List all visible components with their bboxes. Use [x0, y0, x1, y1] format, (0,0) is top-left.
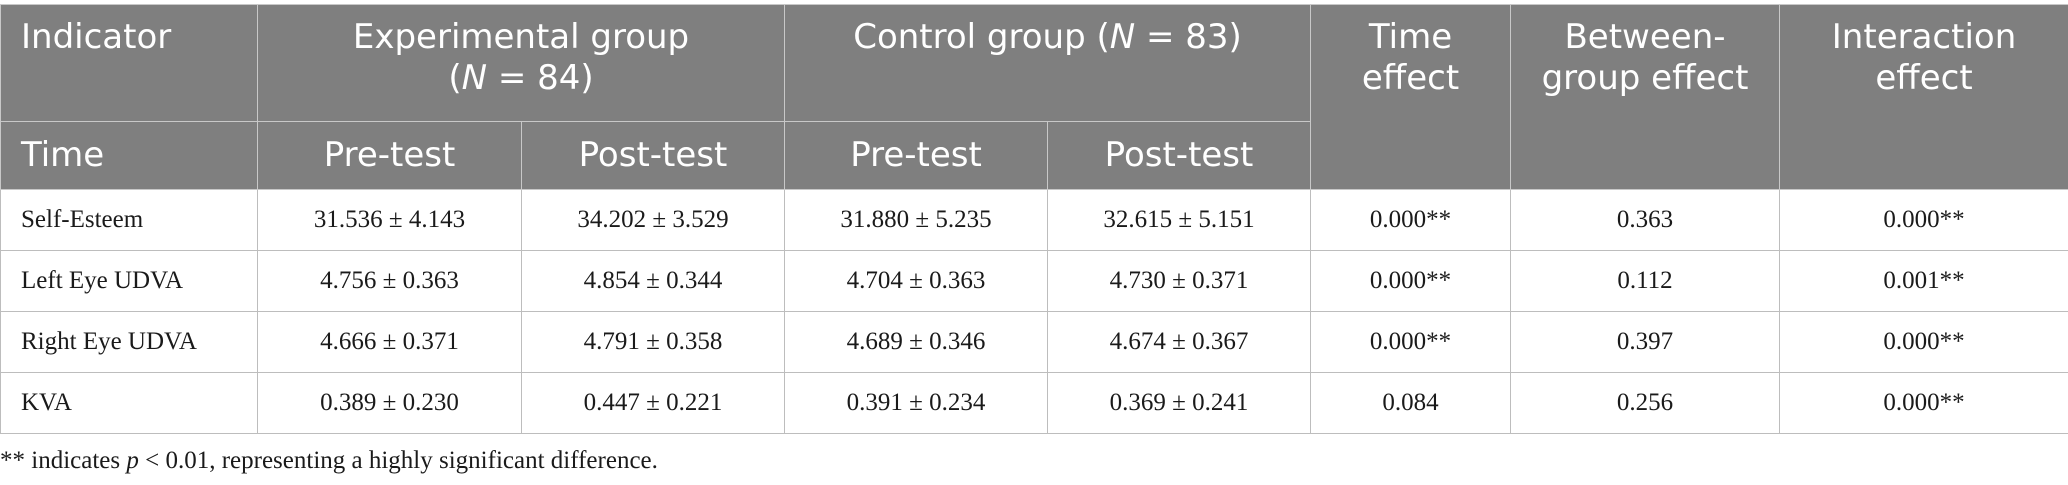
table-body: Self-Esteem 31.536 ± 4.143 34.202 ± 3.52… [0, 189, 2068, 434]
header-control-n-rest: = 83) [1135, 17, 1242, 57]
cell-indicator: KVA [0, 372, 258, 434]
cell-time-effect: 0.000** [1310, 189, 1512, 251]
cell-indicator: Right Eye UDVA [0, 311, 258, 373]
cell-ctrl-post: 32.615 ± 5.151 [1046, 189, 1312, 251]
table-row: KVA 0.389 ± 0.230 0.447 ± 0.221 0.391 ± … [0, 372, 2068, 434]
header-between-group-effect: Between- group effect [1510, 4, 1781, 190]
cell-exp-post: 4.791 ± 0.358 [521, 311, 785, 373]
header-ctrl-post-test: Post-test [1046, 121, 1312, 190]
cell-interaction-effect: 0.001** [1779, 250, 2068, 312]
header-time-effect: Time effect [1310, 4, 1512, 190]
cell-exp-pre: 31.536 ± 4.143 [257, 189, 522, 251]
cell-time-effect: 0.084 [1310, 372, 1512, 434]
cell-interaction-effect: 0.000** [1779, 189, 2068, 251]
cell-between-effect: 0.112 [1510, 250, 1781, 312]
header-row-1: Indicator Experimental group (N = 84) Co… [0, 4, 2068, 190]
header-exp-post-test: Post-test [521, 121, 785, 190]
header-experimental-n-rest: = 84) [487, 58, 594, 98]
header-between-line1: Between- [1564, 17, 1726, 57]
header-experimental-n-open: ( [448, 58, 462, 98]
header-ctrl-pre-test: Pre-test [784, 121, 1048, 190]
cell-indicator: Left Eye UDVA [0, 250, 258, 312]
cell-interaction-effect: 0.000** [1779, 372, 2068, 434]
cell-interaction-effect: 0.000** [1779, 311, 2068, 373]
cell-exp-post: 34.202 ± 3.529 [521, 189, 785, 251]
header-time-effect-line2: effect [1361, 58, 1460, 98]
table-row: Left Eye UDVA 4.756 ± 0.363 4.854 ± 0.34… [0, 250, 2068, 312]
results-table: Indicator Experimental group (N = 84) Co… [0, 4, 2068, 434]
cell-time-effect: 0.000** [1310, 250, 1512, 312]
cell-exp-pre: 4.666 ± 0.371 [257, 311, 522, 373]
footnote-prefix: ** indicates [0, 447, 127, 474]
cell-ctrl-pre: 4.704 ± 0.363 [784, 250, 1048, 312]
header-interaction-line1: Interaction [1831, 17, 2017, 57]
cell-ctrl-post: 4.674 ± 0.367 [1046, 311, 1312, 373]
footnote-p-var: p [126, 447, 139, 474]
cell-time-effect: 0.000** [1310, 311, 1512, 373]
cell-indicator: Self-Esteem [0, 189, 258, 251]
header-between-line2: group effect [1541, 58, 1749, 98]
header-row-2: Time Pre-test Post-test Pre-test Post-te… [0, 121, 2068, 190]
cell-ctrl-pre: 0.391 ± 0.234 [784, 372, 1048, 434]
table-row: Right Eye UDVA 4.666 ± 0.371 4.791 ± 0.3… [0, 311, 2068, 373]
header-time: Time [0, 121, 258, 190]
cell-exp-pre: 4.756 ± 0.363 [257, 250, 522, 312]
header-indicator: Indicator [0, 4, 258, 122]
header-experimental-n-var: N [461, 58, 488, 98]
header-interaction-effect: Interaction effect [1779, 4, 2068, 190]
cell-between-effect: 0.397 [1510, 311, 1781, 373]
header-time-effect-line1: Time [1368, 17, 1453, 57]
cell-between-effect: 0.256 [1510, 372, 1781, 434]
header-control-group: Control group (N = 83) [783, 4, 1312, 122]
header-exp-pre-test: Pre-test [257, 121, 522, 190]
table-header: Indicator Experimental group (N = 84) Co… [0, 4, 2068, 190]
cell-ctrl-post: 0.369 ± 0.241 [1046, 372, 1312, 434]
header-interaction-line2: effect [1875, 58, 1973, 98]
cell-exp-pre: 0.389 ± 0.230 [257, 372, 522, 434]
cell-ctrl-pre: 4.689 ± 0.346 [784, 311, 1048, 373]
header-control-prefix: Control group ( [853, 17, 1110, 57]
header-control-n-var: N [1109, 17, 1136, 57]
results-table-container: Indicator Experimental group (N = 84) Co… [0, 4, 2068, 434]
header-experimental-group: Experimental group (N = 84) [257, 4, 785, 122]
cell-exp-post: 0.447 ± 0.221 [521, 372, 785, 434]
table-row: Self-Esteem 31.536 ± 4.143 34.202 ± 3.52… [0, 189, 2068, 251]
cell-between-effect: 0.363 [1510, 189, 1781, 251]
header-experimental-line1: Experimental group [352, 17, 690, 57]
cell-ctrl-post: 4.730 ± 0.371 [1046, 250, 1312, 312]
cell-ctrl-pre: 31.880 ± 5.235 [784, 189, 1048, 251]
table-footnote: ** indicates p < 0.01, representing a hi… [0, 447, 658, 475]
cell-exp-post: 4.854 ± 0.344 [521, 250, 785, 312]
footnote-suffix: < 0.01, representing a highly significan… [138, 447, 658, 474]
